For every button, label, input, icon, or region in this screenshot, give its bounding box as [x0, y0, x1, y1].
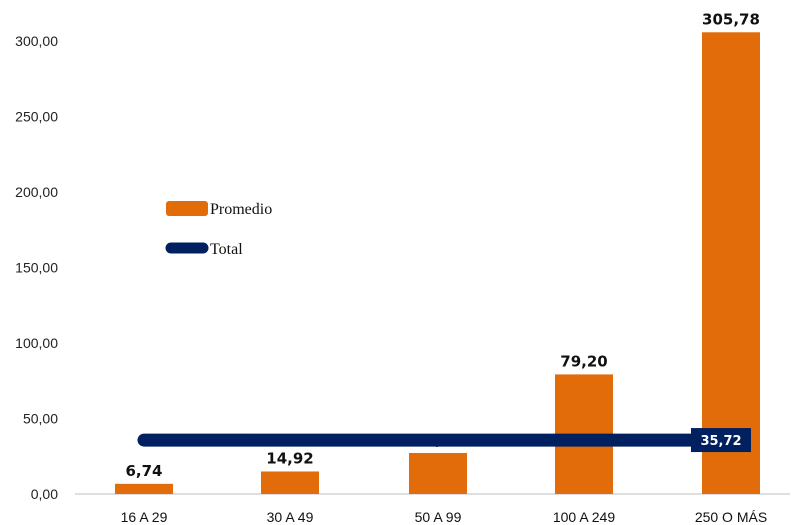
category-label: 50 A 99 [415, 509, 462, 525]
category-label: 30 A 49 [267, 509, 314, 525]
total-value-label: 35,72 [700, 434, 741, 449]
category-label: 16 A 29 [121, 509, 168, 525]
bar-value-label: 305,78 [702, 10, 760, 28]
bar [261, 471, 319, 494]
total-value-badge [691, 428, 751, 453]
bar [409, 452, 467, 494]
legend-label-promedio: Promedio [210, 201, 272, 218]
y-tick-label: 50,00 [23, 411, 58, 427]
total-line-group: 35,72 [137, 428, 751, 453]
category-label: 250 O MÁS [695, 509, 767, 525]
bar [115, 483, 173, 494]
y-tick-label: 100,00 [15, 335, 58, 351]
x-axis: 16 A 29 30 A 49 50 A 99 100 A 249 250 O MÁS [121, 509, 768, 525]
y-axis: 0,00 50,00 100,00 150,00 200,00 250,00 300,00 [15, 33, 58, 502]
bar-value-label: 79,20 [560, 352, 607, 370]
category-label: 100 A 249 [553, 509, 616, 525]
bar-value-label: 14,92 [266, 449, 313, 467]
y-tick-label: 200,00 [15, 184, 58, 200]
bar-value-label: 6,74 [125, 462, 162, 480]
y-tick-label: 250,00 [15, 109, 58, 125]
y-tick-label: 150,00 [15, 260, 58, 276]
bar [702, 32, 760, 494]
y-tick-label: 300,00 [15, 33, 58, 49]
y-tick-label: 0,00 [31, 486, 58, 502]
legend: Promedio Total [165, 201, 272, 258]
legend-label-total: Total [210, 241, 243, 258]
legend-swatch-promedio [166, 201, 208, 216]
bars [115, 32, 760, 494]
